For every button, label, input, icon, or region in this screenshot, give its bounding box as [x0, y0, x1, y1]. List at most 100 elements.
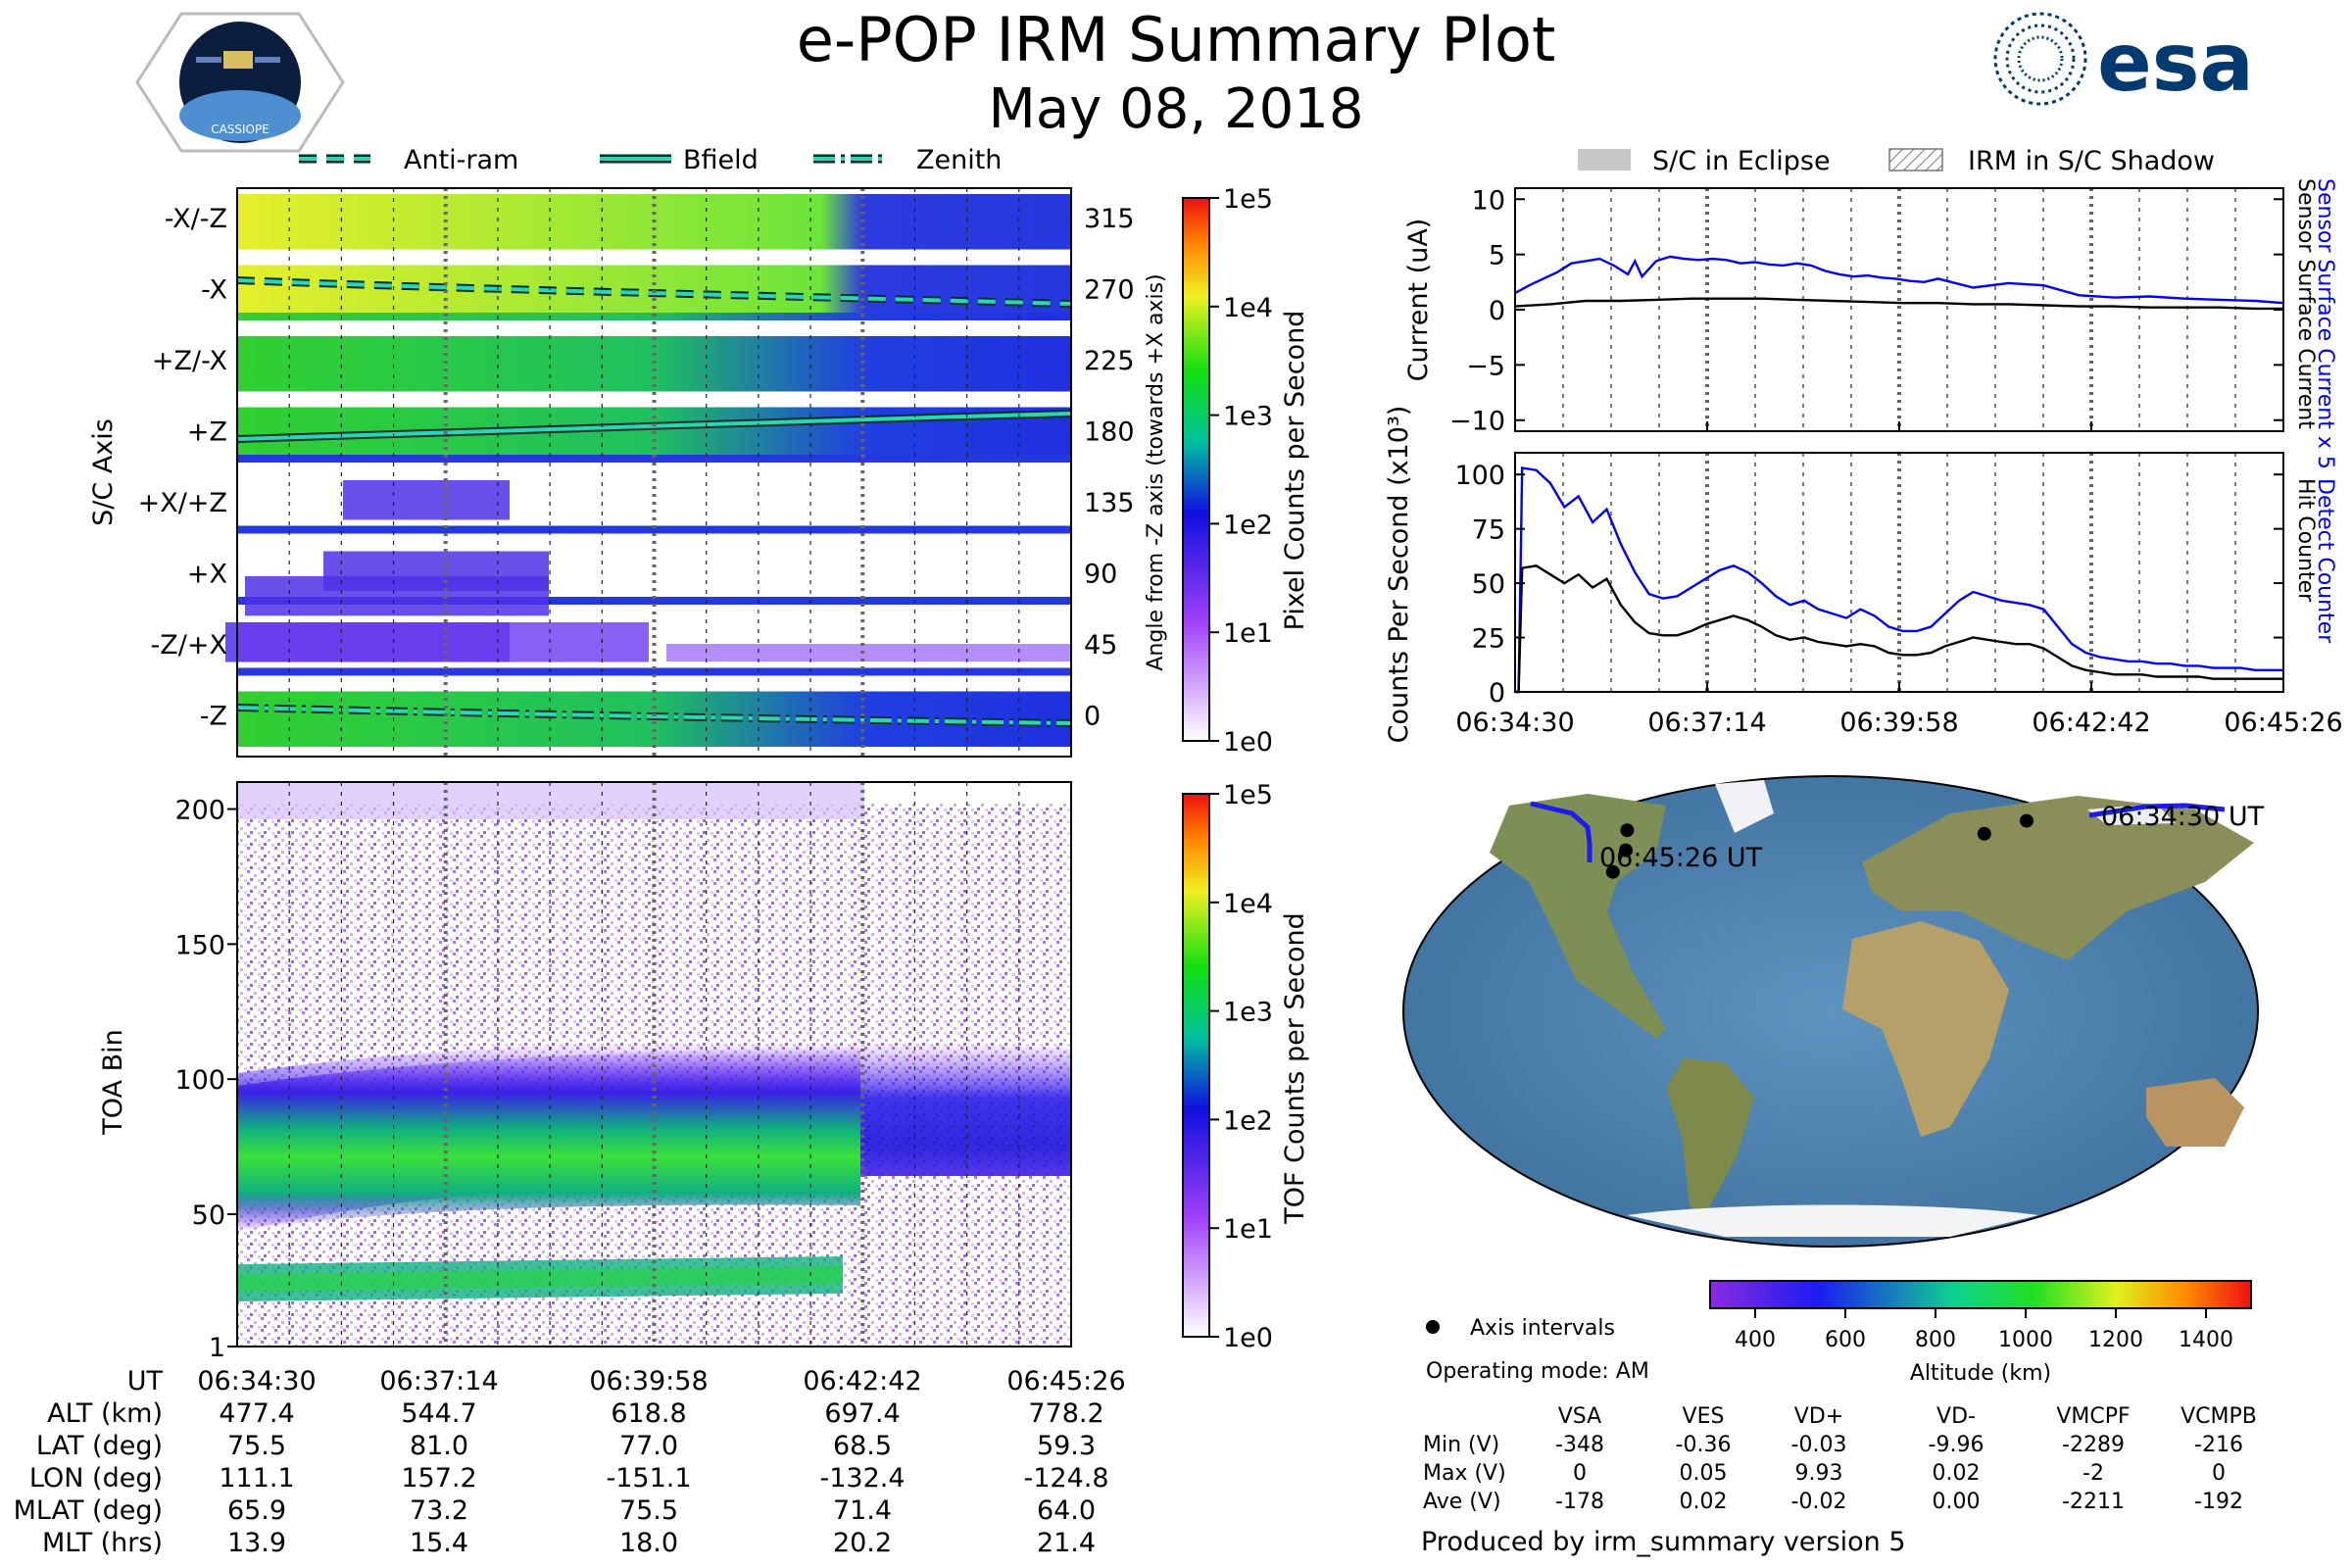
- ephemeris-table: UT 06:34:30 06:37:14 06:39:58 06:42:42 06:45:…: [14, 1366, 1126, 1558]
- angle-category-label: +Z/-X: [152, 346, 227, 376]
- series-line-detect-counter: [1515, 466, 2283, 694]
- tof-colorbar-ticks: 1e5 1e4 1e3 1e2 1e1 1e0: [1209, 780, 1273, 1353]
- voltage-value: -2211: [2062, 1490, 2125, 1514]
- altitude-colorbar-ticks: 400 600 800 1000 1200 1400: [1735, 1308, 2233, 1352]
- angle-band-strip: [237, 455, 1071, 463]
- voltage-row-label: Min (V): [1423, 1433, 1499, 1457]
- x-tick-label: 06:34:30: [1455, 708, 1574, 738]
- angle-category-label: -Z: [200, 702, 227, 732]
- angle-band-strip: [237, 383, 1071, 392]
- angle-degree-label: 270: [1084, 275, 1135, 306]
- ephemeris-value: 21.4: [1037, 1528, 1096, 1558]
- voltage-value: -0.02: [1791, 1490, 1847, 1514]
- legend-anti-ram: Anti-ram: [404, 145, 518, 175]
- toa-main-population: [237, 1047, 860, 1230]
- map-label-start: 06:34:30 UT: [2101, 802, 2265, 832]
- colorbar-tick-label: 1e3: [1223, 402, 1273, 432]
- voltage-column-header: VD+: [1794, 1404, 1843, 1429]
- mission-logo-text: CASSIOPE: [211, 122, 270, 136]
- angle-category-label: +Z: [187, 417, 227, 448]
- map-africa: [1842, 921, 2009, 1137]
- colorbar-tick-label: 1e2: [1223, 510, 1273, 540]
- altitude-colorbar: [1709, 1280, 2252, 1309]
- angle-right-tick-labels: 315 270 225 180 135 90 45 0: [1084, 204, 1135, 732]
- map-eurasia: [1862, 796, 2254, 960]
- series-line-sensor-surface-current: [1514, 297, 2283, 311]
- angle-category-label: -Z/+X: [151, 630, 227, 661]
- toa-y-ticks: 200 150 100 50 1: [174, 796, 237, 1363]
- map-australia: [2146, 1078, 2244, 1147]
- counter-y-label: Counts Per Second (x10³): [1384, 406, 1414, 744]
- angle-time-gridlines: [288, 188, 1020, 757]
- voltage-value: 0: [2212, 1461, 2226, 1486]
- altitude-tick-label: 1400: [2179, 1328, 2233, 1352]
- colorbar-tick-label: 1e1: [1223, 618, 1273, 649]
- axis-interval-point: [1977, 826, 1991, 841]
- map-track-west: [2088, 803, 2226, 818]
- ephemeris-header: UT: [127, 1366, 164, 1396]
- ephemeris-value: 157.2: [401, 1463, 476, 1494]
- x-tick-label: 06:42:42: [2032, 708, 2150, 738]
- voltage-column-header: VES: [1683, 1404, 1725, 1429]
- voltage-value: -2289: [2062, 1433, 2125, 1457]
- ephemeris-value: 18.0: [619, 1528, 678, 1558]
- ephemeris-value: 477.4: [219, 1398, 294, 1429]
- ephemeris-time: 06:39:58: [589, 1366, 708, 1396]
- voltage-value: 0.00: [1933, 1490, 1981, 1514]
- ephemeris-value: 75.5: [619, 1495, 678, 1526]
- world-map: [1402, 775, 2259, 1248]
- ephemeris-row-label: LON (deg): [29, 1463, 163, 1494]
- ephemeris-value: 544.7: [401, 1398, 476, 1429]
- colorbar-tick-label: 1e1: [1223, 1214, 1273, 1245]
- x-tick-label: 06:39:58: [1839, 708, 1958, 738]
- angle-degree-label: 315: [1084, 204, 1135, 234]
- y-tick-label: 75: [1472, 515, 1505, 546]
- y-tick-label: 100: [1454, 461, 1505, 491]
- legend-axis-intervals: Axis intervals: [1470, 1316, 1615, 1341]
- series-line-sensor-surface-current-x-5: [1514, 255, 2284, 305]
- angle-category-label: +X/+Z: [138, 488, 227, 518]
- operating-mode: Operating mode: AM: [1426, 1359, 1649, 1384]
- axis-interval-point: [2020, 813, 2034, 828]
- esa-logo-text: esa: [2097, 17, 2254, 110]
- y-tick-label: 25: [1472, 624, 1505, 655]
- voltage-row-label: Ave (V): [1423, 1490, 1501, 1514]
- counter-x-tick-labels: 06:34:30 06:37:14 06:39:58 06:42:42 06:45:26: [1455, 708, 2342, 738]
- toa-y-label: TOA Bin: [98, 1029, 128, 1135]
- counter-right-label-black: Hit Counter: [2293, 478, 2318, 603]
- legend-zenith: Zenith: [916, 145, 1002, 175]
- voltage-value: -0.03: [1791, 1433, 1847, 1457]
- esa-logo: [1993, 12, 2087, 106]
- angle-band-strip: [237, 739, 1071, 747]
- angle-category-label: -X: [201, 275, 227, 306]
- current-right-label-blue: Sensor Surface Current x 5: [2313, 178, 2337, 469]
- voltage-value: -2: [2082, 1461, 2104, 1486]
- ephemeris-value: 68.5: [833, 1431, 892, 1461]
- ephemeris-row-label: MLT (hrs): [42, 1528, 163, 1558]
- footer-credit: Produced by irm_summary version 5: [1421, 1527, 1906, 1557]
- voltage-value: 0: [1573, 1461, 1587, 1486]
- toa-plot-frame: [236, 781, 1072, 1348]
- ephemeris-value: -132.4: [819, 1463, 905, 1494]
- colorbar-tick-label: 1e5: [1223, 780, 1273, 810]
- angle-band-strip: [237, 597, 1071, 605]
- pixel-colorbar: [1182, 197, 1210, 742]
- legend-axis-interval-dot: [1426, 1320, 1440, 1334]
- map-greenland: [1715, 780, 1774, 833]
- colorbar-tick-label: 1e0: [1223, 1323, 1273, 1353]
- counter-right-label-blue: Detect Counter: [2313, 478, 2337, 644]
- current-y-label: Current (uA): [1403, 219, 1434, 382]
- altitude-tick-label: 600: [1825, 1328, 1866, 1352]
- ephemeris-row-label: LAT (deg): [36, 1431, 163, 1461]
- ephemeris-time: 06:37:14: [379, 1366, 498, 1396]
- map-antarctica: [1627, 1204, 2038, 1237]
- tof-colorbar: [1182, 793, 1210, 1338]
- ephemeris-value: -151.1: [606, 1463, 691, 1494]
- voltage-column-header: VMCPF: [2056, 1404, 2130, 1429]
- ephemeris-value: 15.4: [410, 1528, 468, 1558]
- ephemeris-value: 77.0: [619, 1431, 678, 1461]
- toa-y-tick-label: 150: [174, 930, 225, 960]
- angle-degree-label: 135: [1084, 488, 1135, 518]
- angle-band-patch: [343, 480, 510, 520]
- axis-interval-point: [1605, 864, 1620, 879]
